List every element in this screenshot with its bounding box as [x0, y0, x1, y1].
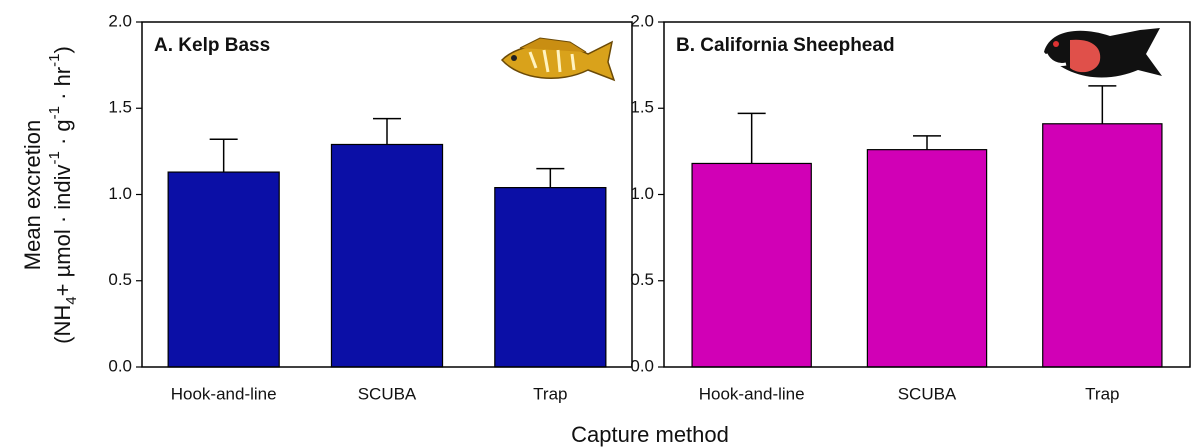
y-units-part: + µmol · indiv [50, 164, 75, 296]
panel-title: B. California Sheephead [676, 35, 895, 56]
bar [1043, 124, 1162, 367]
x-axis-title: Capture method [571, 422, 729, 447]
y-tick-label: 2.0 [108, 11, 132, 30]
y-axis-title: Mean excretion [20, 120, 45, 270]
kelp-bass-icon [502, 38, 614, 80]
x-tick-label: Trap [533, 384, 567, 403]
y-tick-label: 2.0 [630, 11, 654, 30]
y-tick-label: 0.0 [108, 356, 132, 375]
y-tick-label: 0.0 [630, 356, 654, 375]
bar [867, 150, 986, 367]
page: Mean excretion (NH4+ µmol · indiv-1 · g-… [0, 0, 1196, 448]
y-units-part: · hr [50, 67, 75, 106]
y-units-part: ) [50, 46, 75, 53]
y-units-part: (NH [50, 305, 75, 344]
y-tick-label: 1.5 [108, 98, 132, 117]
x-tick-label: Hook-and-line [699, 384, 805, 403]
bar [331, 144, 442, 367]
y-axis-units: (NH4+ µmol · indiv-1 · g-1 · hr-1) [46, 46, 80, 344]
panel-title: A. Kelp Bass [154, 35, 270, 56]
bar [168, 172, 279, 367]
y-tick-label: 1.5 [630, 98, 654, 117]
bar [495, 188, 606, 367]
x-tick-label: Trap [1085, 384, 1119, 403]
x-tick-label: Hook-and-line [171, 384, 277, 403]
sheephead-icon [1044, 28, 1162, 77]
y-tick-label: 0.5 [108, 270, 132, 289]
chart: Mean excretion (NH4+ µmol · indiv-1 · g-… [0, 0, 1196, 448]
y-tick-label: 0.5 [630, 270, 654, 289]
x-tick-label: SCUBA [358, 384, 417, 403]
x-tick-label: SCUBA [898, 384, 957, 403]
y-units-part: -1 [46, 54, 63, 67]
y-units-part: · g [50, 119, 75, 151]
y-tick-label: 1.0 [630, 184, 654, 203]
y-tick-label: 1.0 [108, 184, 132, 203]
y-units-part: -1 [46, 106, 63, 119]
y-units-part: -1 [46, 151, 63, 164]
y-units-part: 4 [63, 296, 80, 304]
bar [692, 163, 811, 367]
